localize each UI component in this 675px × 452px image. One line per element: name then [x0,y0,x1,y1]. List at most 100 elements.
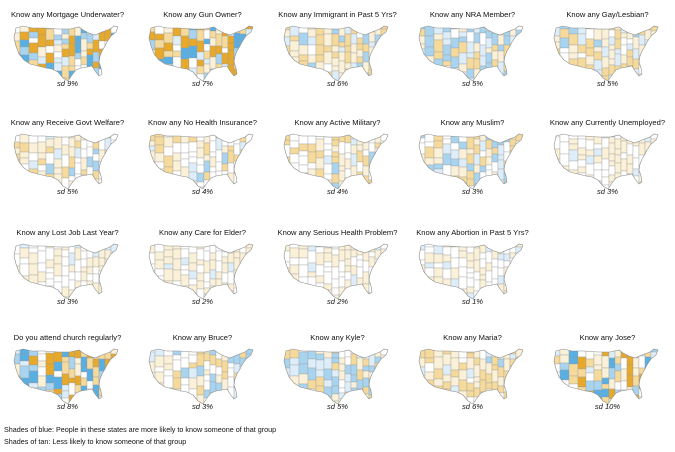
state-region [172,269,182,282]
state-region [28,283,39,292]
state-region [644,47,652,60]
state-region [632,134,640,141]
state-region [338,357,346,365]
state-region [650,166,658,179]
us-outline [148,243,254,300]
state-region [331,385,340,395]
state-region [53,361,63,372]
state-region [307,244,317,252]
state-region [356,161,364,173]
state-region [626,65,634,77]
state-region [350,33,358,45]
state-region [491,26,499,34]
state-region [61,65,70,79]
state-region [344,373,352,383]
state-region [626,374,634,388]
state-region [356,144,364,152]
state-region [638,166,646,173]
state-region [227,64,235,77]
map-panel: Know any Care for Elder? sd 2% [135,218,270,323]
state-region [180,269,190,276]
state-region [442,60,452,67]
state-region [227,362,235,369]
state-region [644,158,652,169]
state-region [424,349,435,359]
state-region [485,37,493,49]
state-region [554,167,561,174]
map-sd-label: sd 5% [461,79,484,88]
state-region [215,271,223,280]
state-region [61,144,70,156]
state-region [245,266,253,274]
map-sd-label: sd 6% [461,402,484,411]
state-region [221,52,229,65]
map-title: Know any Immigrant in Past 5 Yrs? [278,10,397,19]
state-region [442,153,452,166]
state-region [227,134,235,138]
state-region [163,363,174,371]
state-region [298,287,309,298]
state-region [61,256,70,267]
state-region [491,161,499,173]
state-region [568,383,579,397]
state-region [86,134,94,140]
state-region [503,60,511,72]
state-region [28,173,39,186]
state-region [338,141,346,155]
state-region [203,360,211,371]
state-region [632,58,640,70]
state-region [458,26,468,33]
state-region [614,162,622,174]
state-region [196,157,205,166]
state-region [638,349,646,357]
state-region [503,70,511,79]
state-region [68,167,76,177]
map-sd-label: sd 6% [326,79,349,88]
state-region [380,166,388,175]
state-region [68,368,76,379]
state-region [466,272,475,279]
state-region [350,144,358,155]
state-region [479,349,487,360]
state-region [19,31,30,41]
state-region [608,160,616,167]
state-region [233,244,241,253]
state-region [374,249,382,260]
state-region [338,46,346,53]
state-region [239,357,247,367]
state-region [315,157,325,170]
state-region [433,163,444,170]
map-sd-label: sd 5% [56,187,79,196]
state-region [149,161,156,173]
state-region [374,164,382,173]
state-region [442,254,452,263]
state-region [298,26,309,34]
state-region [632,139,640,147]
state-region [515,366,523,377]
state-region [163,355,174,365]
state-region [608,44,616,51]
state-region [289,349,300,359]
state-region [315,138,325,152]
state-region [419,61,426,69]
state-region [104,61,112,69]
state-region [450,278,460,291]
state-region [650,55,658,65]
state-region [338,60,346,74]
state-region [479,150,487,158]
state-region [491,171,499,180]
state-region [450,134,460,144]
state-region [92,384,100,391]
state-region [289,140,300,149]
state-region [650,361,658,374]
state-region [509,382,517,395]
state-region [110,156,118,166]
state-region [104,170,112,180]
state-region [215,382,223,394]
state-region [196,248,205,261]
state-region [221,360,229,373]
state-region [338,35,346,43]
state-region [307,143,317,153]
state-region [307,162,317,170]
state-region [331,266,340,280]
